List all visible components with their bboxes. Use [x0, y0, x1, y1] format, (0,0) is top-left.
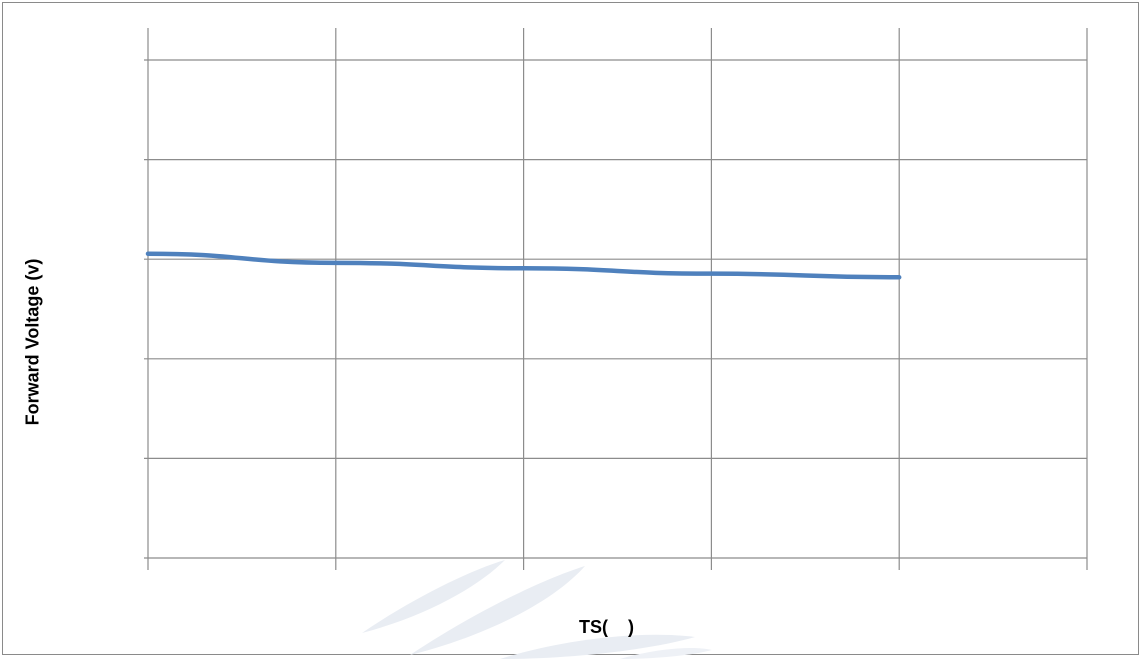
series-layer — [145, 251, 902, 280]
series-line — [145, 251, 902, 280]
x-axis-label: TS( ) — [579, 617, 634, 637]
y-axis-label: Forward Voltage (v) — [22, 258, 43, 426]
watermark-logo — [362, 560, 712, 659]
grid-lines — [144, 28, 1088, 570]
